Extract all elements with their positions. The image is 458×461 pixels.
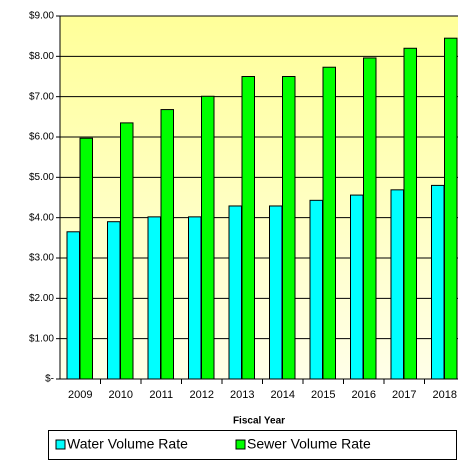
bar [363,57,377,380]
bar [241,76,255,380]
bar [269,205,283,380]
bar [403,47,417,380]
x-tick-label: 2012 [190,389,214,401]
x-axis-title: Fiscal Year [233,416,285,427]
x-tick-label: 2017 [392,389,416,401]
y-tick-label: $- [45,374,54,385]
bar [350,194,364,380]
bar [79,137,93,380]
bar [147,216,161,380]
bar [66,231,80,380]
x-tick-label: 2010 [109,389,133,401]
x-tick-label: 2013 [230,389,254,401]
legend-label: Water Volume Rate [67,436,188,452]
bar [228,205,242,380]
y-tick-label: $8.00 [29,51,54,62]
bar [444,37,458,380]
bar [282,76,296,380]
x-tick-label: 2014 [271,389,295,401]
y-tick-label: $6.00 [29,132,54,143]
legend-swatch [235,439,246,450]
y-tick-label: $9.00 [29,11,54,22]
legend-label: Sewer Volume Rate [247,436,371,452]
bar [188,216,202,380]
legend [48,430,457,460]
bar [309,199,323,380]
y-tick-label: $2.00 [29,293,54,304]
bar [107,221,121,380]
y-tick-label: $7.00 [29,91,54,102]
bar [431,184,445,380]
x-tick-label: 2015 [311,389,335,401]
x-tick-label: 2011 [149,389,173,401]
bar [160,109,174,380]
y-tick-label: $4.00 [29,212,54,223]
y-tick-label: $1.00 [29,333,54,344]
y-tick-label: $3.00 [29,253,54,264]
legend-swatch [55,439,66,450]
x-tick-label: 2016 [352,389,376,401]
bar [201,95,215,380]
x-tick-label: 2009 [68,389,92,401]
x-tick-label: 2018 [433,389,457,401]
bar [120,122,134,380]
bar [322,66,336,380]
bar [390,189,404,380]
y-tick-label: $5.00 [29,172,54,183]
